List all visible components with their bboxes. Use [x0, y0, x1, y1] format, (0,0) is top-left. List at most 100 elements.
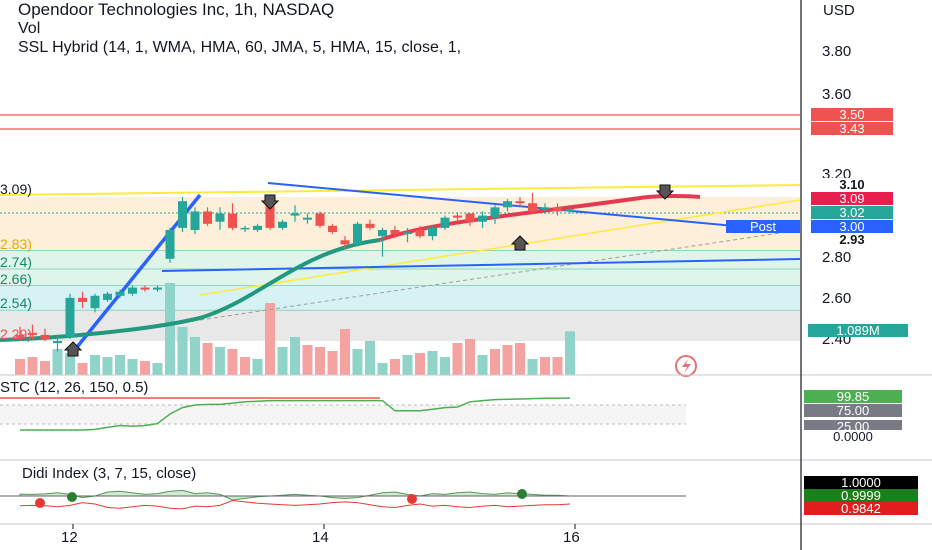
volume-bar [527, 359, 538, 375]
ssl-baseline-green [0, 238, 381, 342]
signal-arrow-down [260, 194, 280, 210]
candle-body [165, 229, 175, 259]
signal-arrow-up [63, 341, 83, 357]
zone-grey [0, 310, 800, 342]
volume-bar [315, 347, 325, 375]
candle-body [65, 297, 75, 337]
candle-body [40, 334, 50, 339]
candle-body [215, 213, 225, 222]
currency-label: USD [823, 2, 855, 19]
volume-bar [415, 353, 425, 375]
volume-bar [565, 331, 575, 375]
zone-orange [0, 197, 800, 251]
volume-bar [77, 363, 88, 375]
candle-body [103, 293, 112, 300]
stc-upper-badge: 75.00 [804, 404, 902, 417]
chart-title: Opendoor Technologies Inc, 1h, NASDAQ [18, 0, 335, 19]
didi-cross-dot [67, 492, 77, 502]
candle-body [278, 221, 287, 228]
left-label: 3.09) [0, 181, 32, 197]
volume-bar [427, 351, 438, 375]
volume-bar [365, 341, 375, 375]
volume-bar [127, 359, 138, 375]
stc-zero-badge: 0.0000 [804, 430, 902, 443]
candle-body [440, 217, 450, 228]
stc-lower-badge: 25.00 [804, 420, 902, 433]
volume-bar [465, 339, 475, 375]
candle-body [565, 209, 575, 212]
didi-cross-dot [407, 494, 417, 504]
candle-body [453, 215, 462, 218]
candle-body [428, 227, 437, 237]
price-badge-last: 3.09 [811, 192, 893, 205]
volume-bar [152, 363, 163, 375]
zone-green [0, 250, 800, 286]
volume-label: Vol [18, 20, 41, 37]
indicator-label: SSL Hybrid (14, 1, WMA, HMA, 60, JMA, 5,… [18, 39, 462, 56]
volume-bar [15, 359, 25, 375]
candle-body [503, 201, 512, 208]
didi-badge-green: 0.9999 [804, 489, 918, 502]
volume-bar [40, 361, 50, 375]
candle-body [28, 332, 37, 335]
stc-value-badge: 99.85 [804, 390, 902, 403]
didi-cross-dot [517, 489, 527, 499]
candle-body [140, 287, 150, 290]
price-badge-post: 3.00 [811, 220, 893, 233]
left-label: 2.83) [0, 236, 32, 252]
volume-bar [202, 343, 213, 375]
volume-bar [165, 283, 175, 375]
left-label: 2.74) [0, 254, 32, 270]
volume-bar [215, 347, 225, 375]
candle-body [353, 223, 362, 245]
volume-bar [177, 327, 188, 375]
candle-body [290, 213, 300, 216]
volume-bar [115, 355, 125, 375]
candle-body [240, 227, 250, 230]
dashed-trend-line [199, 229, 801, 321]
didi-badge-red: 0.9842 [804, 502, 918, 515]
candle-body [303, 217, 312, 220]
candle-body [228, 213, 237, 228]
left-label: 2.66) [0, 271, 32, 287]
candle-body [253, 225, 262, 230]
candle-body [403, 232, 412, 235]
volume-bar [477, 355, 488, 375]
candle-body [53, 341, 62, 344]
volume-bar [52, 349, 63, 375]
price-tick: 3.60 [822, 86, 852, 103]
candle-body [265, 203, 275, 228]
time-label: 14 [312, 529, 329, 546]
stc-label: STC (12, 26, 150, 0.5) [0, 379, 149, 396]
candle-body [478, 215, 487, 222]
candle-body [190, 211, 200, 230]
price-badge-low: 2.93 [811, 233, 893, 246]
candle-body [78, 297, 87, 302]
candle-body [515, 201, 525, 204]
volume-badge: 1.089M [808, 324, 908, 337]
post-market-label: Post [726, 220, 800, 233]
yellow-channel-line [199, 199, 801, 296]
volume-bar [190, 337, 200, 375]
candle-body [490, 207, 500, 218]
didi-label: Didi Index (3, 7, 15, close) [22, 465, 197, 482]
blue-support-line [161, 258, 801, 272]
didi-red-line [19, 499, 571, 510]
left-label: 2.54) [0, 295, 32, 311]
price-tick: 3.80 [822, 43, 852, 60]
candle-body [415, 229, 425, 237]
stc-line [20, 397, 571, 431]
volume-bar [452, 343, 463, 375]
candle-body [203, 211, 212, 224]
didi-cross-dot [35, 498, 45, 508]
left-label: 2.29) [0, 326, 32, 342]
price-tick: 2.80 [822, 249, 852, 266]
candle-body [90, 295, 100, 309]
candle-body [390, 229, 400, 235]
candle-body [465, 213, 475, 222]
volume-bar [352, 349, 363, 375]
volume-bar [302, 345, 313, 375]
candle-body [315, 213, 325, 226]
candle-body [128, 287, 137, 294]
